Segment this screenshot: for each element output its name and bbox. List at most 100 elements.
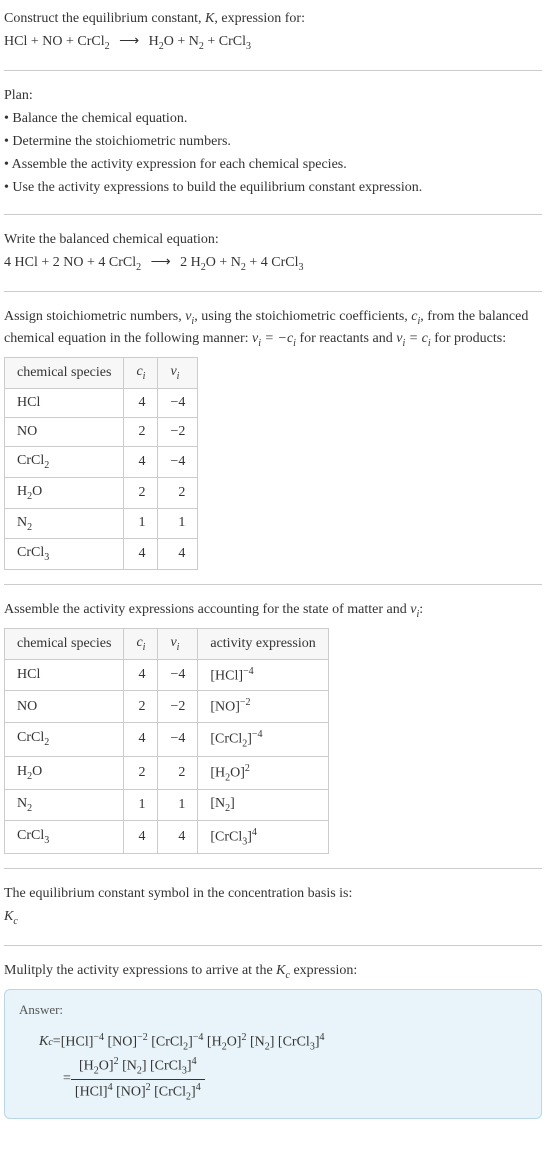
intro-section: Construct the equilibrium constant, K, e… <box>4 8 542 71</box>
col-species: chemical species <box>5 628 124 659</box>
eq-lhs-sub: 2 <box>105 41 110 52</box>
eq-rhs-a: H <box>149 34 159 49</box>
frac-numerator: [H2O]2 [N2] [CrCl3]4 <box>71 1056 205 1079</box>
balanced-equation: 4 HCl + 2 NO + 4 CrCl2 ⟶ 2 H2O + N2 + 4 … <box>4 252 542 275</box>
activity-text-b: : <box>419 602 423 617</box>
intro-equation: HCl + NO + CrCl2 ⟶ H2O + N2 + CrCl3 <box>4 31 542 54</box>
table-row: HCl4−4 <box>5 388 198 417</box>
cell-c: 2 <box>124 756 158 789</box>
bal-rhs-a: 2 H <box>180 255 201 270</box>
cell-activity: [NO]−2 <box>198 691 328 723</box>
cell-c: 4 <box>124 659 158 691</box>
cell-c: 4 <box>124 388 158 417</box>
cell-nu: 1 <box>158 508 198 539</box>
cell-c: 4 <box>124 723 158 756</box>
table-row: NO2−2[NO]−2 <box>5 691 329 723</box>
k-symbol: K <box>205 11 214 26</box>
col-activity: activity expression <box>198 628 328 659</box>
cell-activity: [HCl]−4 <box>198 659 328 691</box>
cell-species: N2 <box>5 789 124 820</box>
cell-c: 4 <box>124 539 158 570</box>
table-row: N211 <box>5 508 198 539</box>
col-species: chemical species <box>5 358 124 389</box>
col-c: ci <box>124 358 158 389</box>
table-row: N211[N2] <box>5 789 329 820</box>
cell-nu: −4 <box>158 723 198 756</box>
cell-species: NO <box>5 417 124 446</box>
plan-section: Plan: • Balance the chemical equation. •… <box>4 85 542 215</box>
stoich-text-a: Assign stoichiometric numbers, <box>4 309 185 324</box>
eq-rhs-b: O + N <box>164 34 199 49</box>
answer-eq-frac: = [H2O]2 [N2] [CrCl3]4 [HCl]4 [NO]2 [CrC… <box>63 1056 527 1102</box>
bal-rhs-c-sub: 3 <box>299 262 304 273</box>
table-row: HCl4−4[HCl]−4 <box>5 659 329 691</box>
cell-activity: [N2] <box>198 789 328 820</box>
eq1-r: = −c <box>261 331 293 346</box>
bal-lhs-sub: 2 <box>136 262 141 273</box>
table-row: NO2−2 <box>5 417 198 446</box>
cell-c: 2 <box>124 417 158 446</box>
balanced-section: Write the balanced chemical equation: 4 … <box>4 229 542 292</box>
answer-label: Answer: <box>19 1002 527 1018</box>
cell-nu: 4 <box>158 820 198 853</box>
bal-rhs-b: O + N <box>206 255 241 270</box>
cell-c: 4 <box>124 820 158 853</box>
bal-rhs-c: + 4 CrCl <box>246 255 299 270</box>
cell-c: 1 <box>124 789 158 820</box>
intro-text-b: , expression for: <box>214 11 305 26</box>
intro-text-a: Construct the equilibrium constant, <box>4 11 205 26</box>
cell-nu: −4 <box>158 446 198 477</box>
activity-text-a: Assemble the activity expressions accoun… <box>4 602 410 617</box>
table-row: CrCl344[CrCl3]4 <box>5 820 329 853</box>
arrow-icon: ⟶ <box>119 31 139 52</box>
col-nu: νi <box>158 628 198 659</box>
symbol-text: The equilibrium constant symbol in the c… <box>4 883 542 904</box>
cell-species: NO <box>5 691 124 723</box>
cell-species: HCl <box>5 659 124 691</box>
cell-c: 2 <box>124 691 158 723</box>
cell-species: CrCl2 <box>5 723 124 756</box>
plan-bullet: • Assemble the activity expression for e… <box>4 154 542 175</box>
stoich-text-d: for reactants and <box>296 331 396 346</box>
eq2-r: = c <box>405 331 428 346</box>
cell-nu: −2 <box>158 417 198 446</box>
bal-lhs: 4 HCl + 2 NO + 4 CrCl <box>4 255 136 270</box>
cell-nu: 1 <box>158 789 198 820</box>
answer-eq-flat: Kc = [HCl]−4 [NO]−2 [CrCl2]−4 [H2O]2 [N2… <box>39 1032 527 1052</box>
cell-activity: [H2O]2 <box>198 756 328 789</box>
frac-denominator: [HCl]4 [NO]2 [CrCl2]4 <box>71 1080 205 1102</box>
cell-species: CrCl2 <box>5 446 124 477</box>
col-c: ci <box>124 628 158 659</box>
cell-species: CrCl3 <box>5 820 124 853</box>
cell-c: 4 <box>124 446 158 477</box>
plan-heading: Plan: <box>4 85 542 106</box>
ans-eq: = <box>53 1034 61 1050</box>
table-row: CrCl344 <box>5 539 198 570</box>
cell-c: 2 <box>124 477 158 508</box>
plan-bullet: • Use the activity expressions to build … <box>4 177 542 198</box>
cell-species: H2O <box>5 756 124 789</box>
cell-activity: [CrCl3]4 <box>198 820 328 853</box>
multiply-text: Mulitply the activity expressions to arr… <box>4 960 542 983</box>
cell-nu: −2 <box>158 691 198 723</box>
table-row: CrCl24−4[CrCl2]−4 <box>5 723 329 756</box>
stoich-text-e: for products: <box>431 331 506 346</box>
plan-bullet: • Balance the chemical equation. <box>4 108 542 129</box>
activity-text: Assemble the activity expressions accoun… <box>4 599 542 622</box>
cell-nu: −4 <box>158 659 198 691</box>
table-row: H2O22 <box>5 477 198 508</box>
cell-species: HCl <box>5 388 124 417</box>
mult-b: expression: <box>290 963 357 978</box>
cell-activity: [CrCl2]−4 <box>198 723 328 756</box>
cell-c: 1 <box>124 508 158 539</box>
symbol-section: The equilibrium constant symbol in the c… <box>4 883 542 946</box>
cell-nu: 4 <box>158 539 198 570</box>
col-nu: νi <box>158 358 198 389</box>
stoich-section: Assign stoichiometric numbers, νi , using… <box>4 306 542 586</box>
cell-nu: 2 <box>158 477 198 508</box>
cell-nu: 2 <box>158 756 198 789</box>
stoich-text-b: , using the stoichiometric coefficients, <box>194 309 411 324</box>
intro-title: Construct the equilibrium constant, K, e… <box>4 8 542 29</box>
cell-nu: −4 <box>158 388 198 417</box>
cell-species: H2O <box>5 477 124 508</box>
